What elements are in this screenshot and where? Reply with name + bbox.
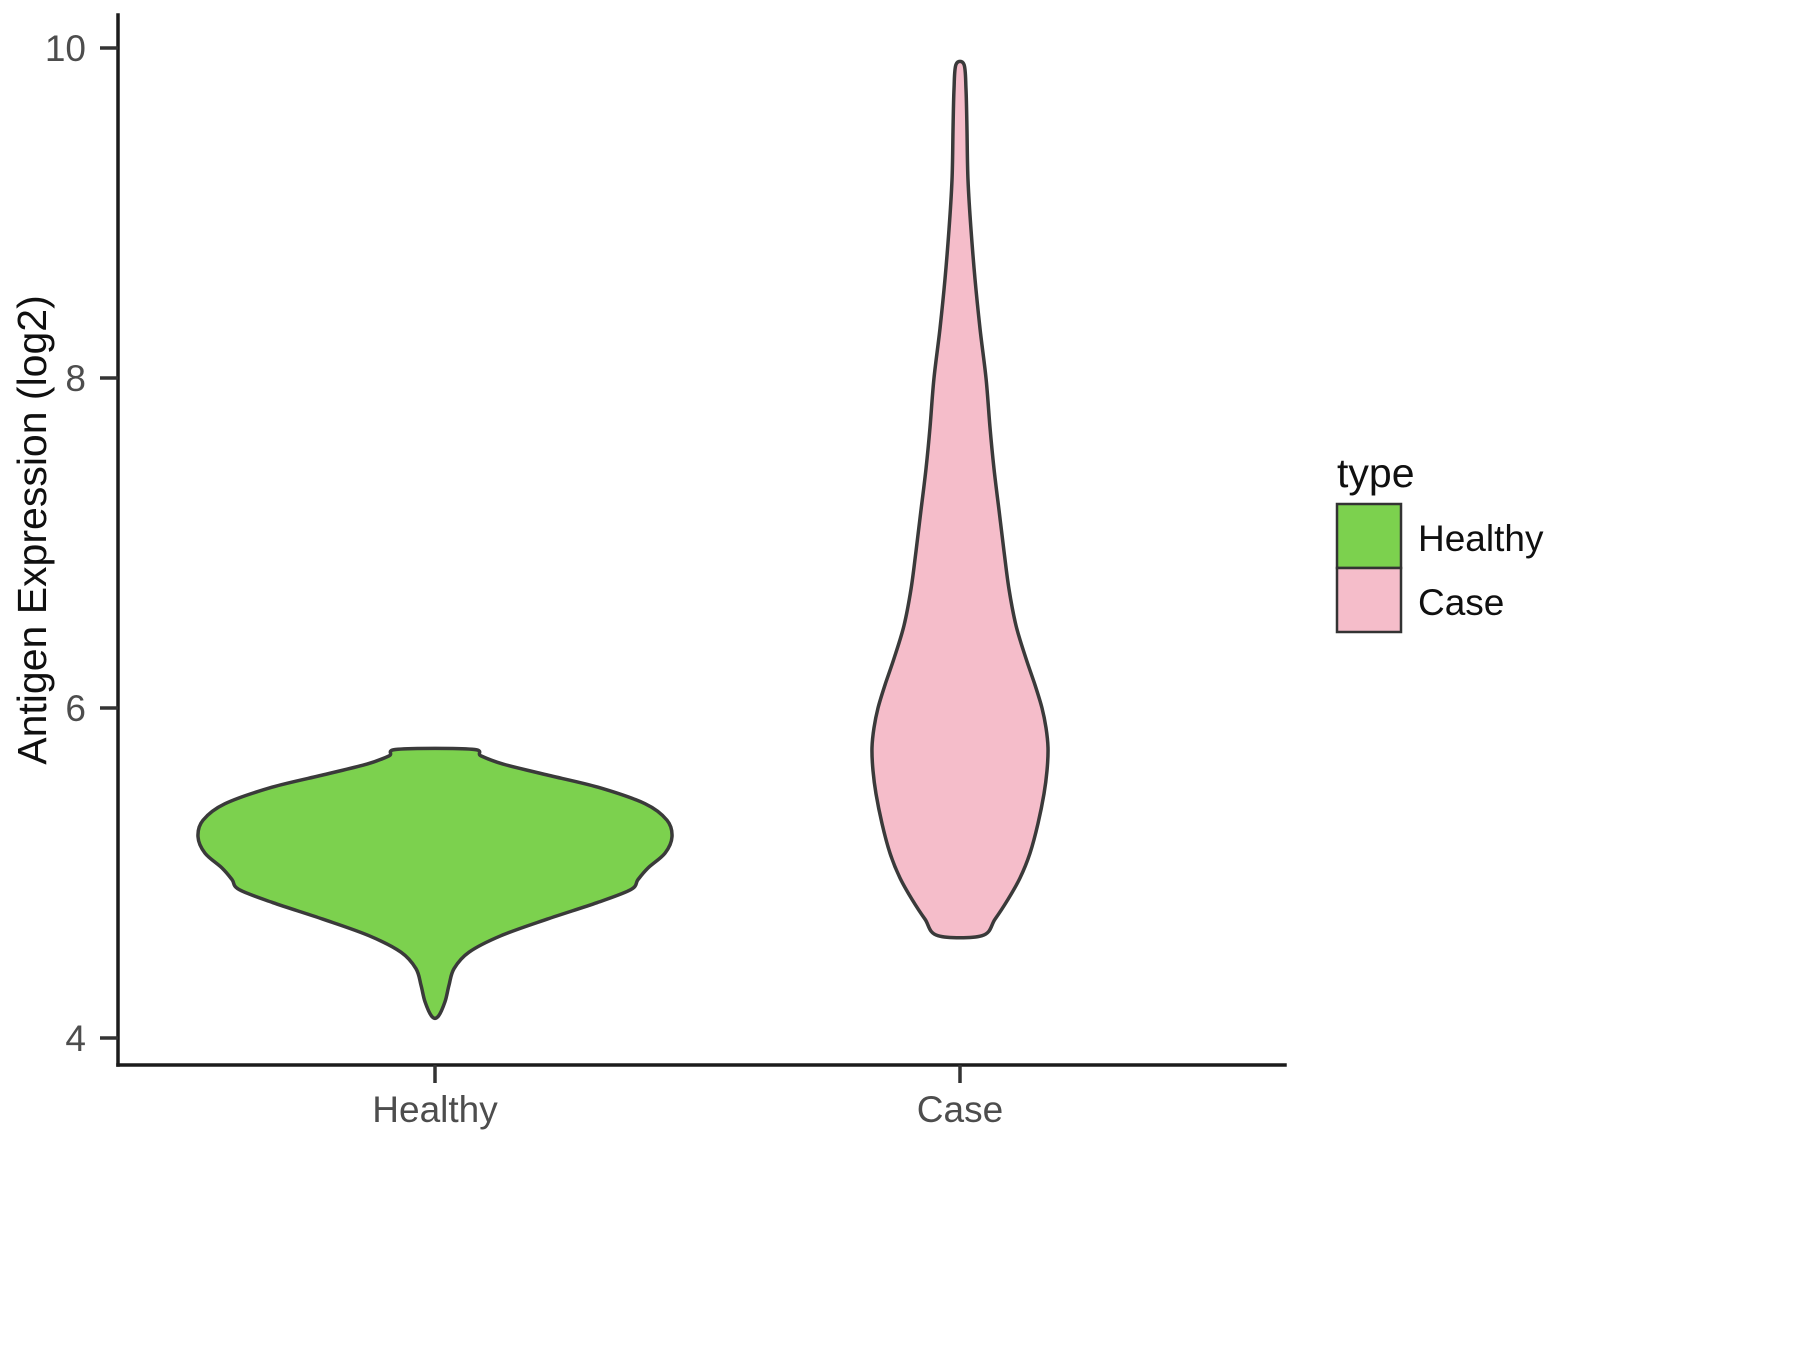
y-tick-label: 10 — [45, 28, 86, 69]
y-tick-label: 6 — [65, 688, 86, 729]
y-ticks: 4 6 8 10 — [45, 28, 118, 1059]
legend-title: type — [1337, 450, 1415, 496]
legend-swatch-healthy — [1335, 502, 1403, 570]
legend-swatch-case — [1335, 566, 1403, 634]
legend-label-healthy: Healthy — [1418, 518, 1544, 559]
x-tick-label-healthy: Healthy — [372, 1089, 498, 1130]
violins — [196, 59, 1050, 1021]
y-tick-label: 8 — [65, 358, 86, 399]
x-tick-label-case: Case — [917, 1089, 1003, 1130]
legend: type Healthy Case — [1335, 450, 1544, 634]
y-tick-label: 4 — [65, 1018, 86, 1059]
violin-healthy — [196, 746, 674, 1021]
violin-case — [870, 59, 1050, 940]
legend-label-case: Case — [1418, 582, 1504, 623]
x-ticks: Healthy Case — [372, 1065, 1003, 1130]
y-axis-title: Antigen Expression (log2) — [9, 295, 55, 764]
